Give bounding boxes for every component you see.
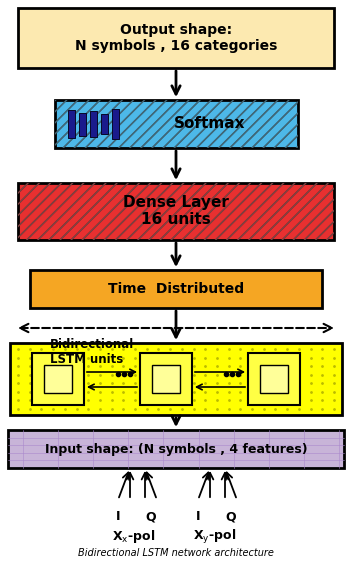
Text: I: I — [116, 510, 120, 523]
Bar — [79, 113, 86, 135]
Bar — [90, 111, 97, 137]
Bar — [152, 365, 180, 393]
Bar — [68, 110, 75, 138]
Text: Bidirectional LSTM network architecture: Bidirectional LSTM network architecture — [78, 548, 274, 558]
Bar — [112, 109, 119, 139]
Text: Q: Q — [226, 510, 236, 523]
Bar — [10, 343, 342, 415]
Text: Input shape: (N symbols , 4 features): Input shape: (N symbols , 4 features) — [45, 443, 307, 456]
Bar — [18, 183, 334, 240]
Text: X$_{\rm x}$-pol: X$_{\rm x}$-pol — [112, 528, 156, 545]
Bar — [8, 430, 344, 468]
Bar — [140, 353, 192, 405]
Text: I: I — [196, 510, 200, 523]
Bar — [260, 365, 288, 393]
Bar — [90, 111, 97, 137]
Bar — [248, 353, 300, 405]
Bar — [79, 113, 86, 135]
Text: Softmax: Softmax — [174, 117, 246, 131]
Text: Time  Distributed: Time Distributed — [108, 282, 244, 296]
Bar — [18, 8, 334, 68]
Bar — [30, 270, 322, 308]
Bar — [55, 100, 298, 148]
Bar — [55, 100, 298, 148]
Text: Output shape:
N symbols , 16 categories: Output shape: N symbols , 16 categories — [75, 23, 277, 53]
Text: Dense Layer
16 units: Dense Layer 16 units — [123, 195, 229, 227]
Text: Bidirectional
LSTM units: Bidirectional LSTM units — [50, 338, 134, 366]
Bar — [101, 114, 108, 134]
Bar — [18, 183, 334, 240]
Bar — [112, 109, 119, 139]
Bar — [101, 114, 108, 134]
Bar — [44, 365, 72, 393]
Bar — [32, 353, 84, 405]
Bar — [68, 110, 75, 138]
Text: X$_{\rm y}$-pol: X$_{\rm y}$-pol — [194, 528, 237, 546]
Text: Q: Q — [146, 510, 156, 523]
